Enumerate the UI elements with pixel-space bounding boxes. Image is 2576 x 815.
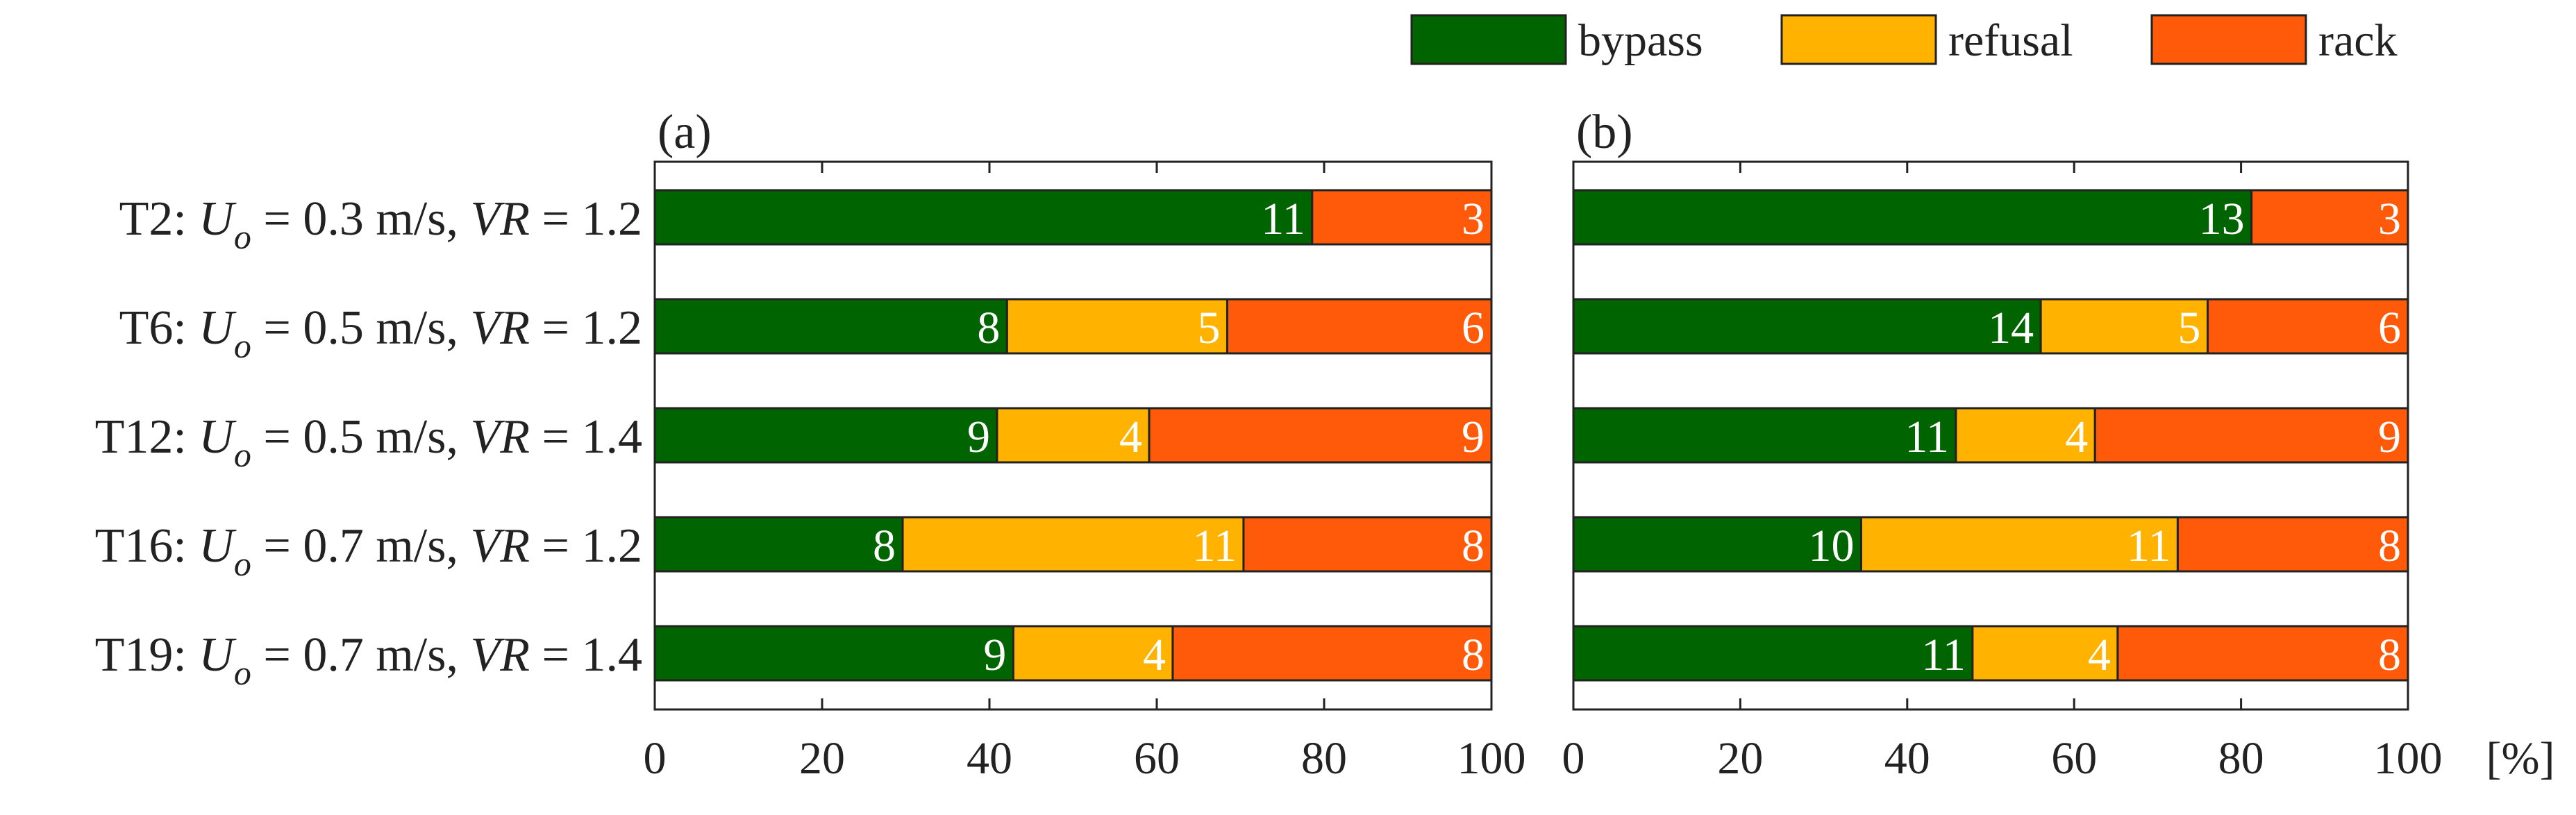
bar-value-label: 6	[2378, 303, 2401, 353]
bar-rack	[2207, 298, 2409, 355]
bar-rack	[1226, 298, 1493, 355]
bar-rack	[2116, 625, 2409, 682]
x-tick-label: 20	[1717, 733, 1763, 784]
bar-value-label: 8	[873, 521, 896, 571]
bar-bypass	[653, 407, 998, 464]
bar-value-label: 4	[1119, 412, 1142, 462]
bar-value-label: 8	[1462, 521, 1484, 571]
bar-refusal	[1859, 516, 2179, 573]
bar-value-label: 11	[1192, 521, 1237, 571]
x-tick-label: 100	[2374, 733, 2443, 784]
x-tick-label: 100	[1457, 733, 1526, 784]
legend-item-refusal: refusal	[1780, 14, 2073, 66]
bar-rack	[1148, 407, 1493, 464]
bar-value-label: 5	[2178, 303, 2201, 353]
bar-value-label: 10	[1808, 521, 1854, 571]
legend-item-rack: rack	[2150, 14, 2398, 66]
bar-value-label: 13	[2199, 194, 2245, 244]
bar-value-label: 5	[1197, 303, 1220, 353]
bar-bypass	[653, 516, 904, 573]
bar-value-label: 9	[983, 630, 1006, 680]
x-tick-label: 80	[2218, 733, 2264, 784]
bar-bypass	[1572, 189, 2253, 246]
bar-rack	[1311, 189, 1493, 246]
x-tick-label: 80	[1301, 733, 1347, 784]
bar-value-label: 14	[1988, 303, 2034, 353]
category-label: T16: Uo = 0.7 m/s, VR = 1.2	[95, 519, 642, 583]
category-label: T2: Uo = 0.3 m/s, VR = 1.2	[119, 192, 642, 256]
legend-swatch	[1780, 14, 1937, 65]
legend-item-bypass: bypass	[1410, 14, 1703, 66]
category-label: T6: Uo = 0.5 m/s, VR = 1.2	[119, 301, 642, 365]
panel-a: (a) 0 20 40 60 80 100 11 3 8 5 6 9 4 9 8 11 8 9 4 8	[644, 106, 1526, 784]
bar-value-label: 8	[2378, 630, 2401, 680]
bar-value-label: 11	[2127, 521, 2171, 571]
bar-rack	[1171, 625, 1493, 682]
bar-bypass	[1572, 407, 1957, 464]
bar-value-label: 4	[2065, 412, 2088, 462]
bar-refusal	[1971, 625, 2119, 682]
category-label: T19: Uo = 0.7 m/s, VR = 1.4	[95, 628, 642, 692]
bar-value-label: 8	[2378, 521, 2401, 571]
bar-refusal	[1955, 407, 2096, 464]
bar-value-label: 11	[1905, 412, 1949, 462]
panel-label: (b)	[1576, 106, 1633, 159]
bar-refusal	[1012, 625, 1174, 682]
category-label: T12: Uo = 0.5 m/s, VR = 1.4	[95, 410, 642, 474]
bar-value-label: 4	[2088, 630, 2111, 680]
x-axis-unit-label: [%]	[2486, 733, 2555, 784]
bar-bypass	[653, 298, 1008, 355]
x-tick-label: 0	[644, 733, 667, 784]
legend-label: bypass	[1578, 15, 1703, 66]
legend-label: rack	[2318, 15, 2398, 66]
bar-value-label: 8	[1462, 630, 1484, 680]
x-tick-label: 20	[799, 733, 845, 784]
bar-bypass	[1572, 625, 1974, 682]
bar-refusal	[996, 407, 1151, 464]
bar-refusal	[1005, 298, 1228, 355]
bar-value-label: 3	[2378, 194, 2401, 244]
x-tick-label: 0	[1562, 733, 1585, 784]
bar-refusal	[2039, 298, 2209, 355]
x-tick-label: 40	[1884, 733, 1930, 784]
bar-value-label: 9	[2378, 412, 2401, 462]
bar-value-label: 11	[1921, 630, 1966, 680]
bar-value-label: 8	[977, 303, 1000, 353]
legend-label: refusal	[1948, 15, 2073, 66]
bar-bypass	[653, 189, 1314, 246]
bar-rack	[2250, 189, 2409, 246]
x-tick-label: 60	[2051, 733, 2097, 784]
x-tick-label: 40	[967, 733, 1012, 784]
bar-rack	[2176, 516, 2409, 573]
bar-refusal	[901, 516, 1245, 573]
bar-bypass	[1572, 298, 2042, 355]
bar-value-label: 9	[967, 412, 990, 462]
bar-value-label: 3	[1462, 194, 1484, 244]
bar-rack	[2093, 407, 2409, 464]
bar-value-label: 11	[1261, 194, 1305, 244]
panel-label: (a)	[658, 106, 712, 159]
bar-value-label: 9	[1462, 412, 1484, 462]
bar-rack	[1242, 516, 1493, 573]
x-tick-label: 60	[1134, 733, 1180, 784]
bar-bypass	[653, 625, 1014, 682]
bar-value-label: 6	[1462, 303, 1484, 353]
legend-swatch	[2150, 14, 2307, 65]
legend-swatch	[1410, 14, 1567, 65]
panel-b: (b) 0 20 40 60 80 100 13 3 14 5 6 11 4 9 10 11 8 11 4 8	[1562, 106, 2443, 784]
bar-value-label: 4	[1143, 630, 1166, 680]
